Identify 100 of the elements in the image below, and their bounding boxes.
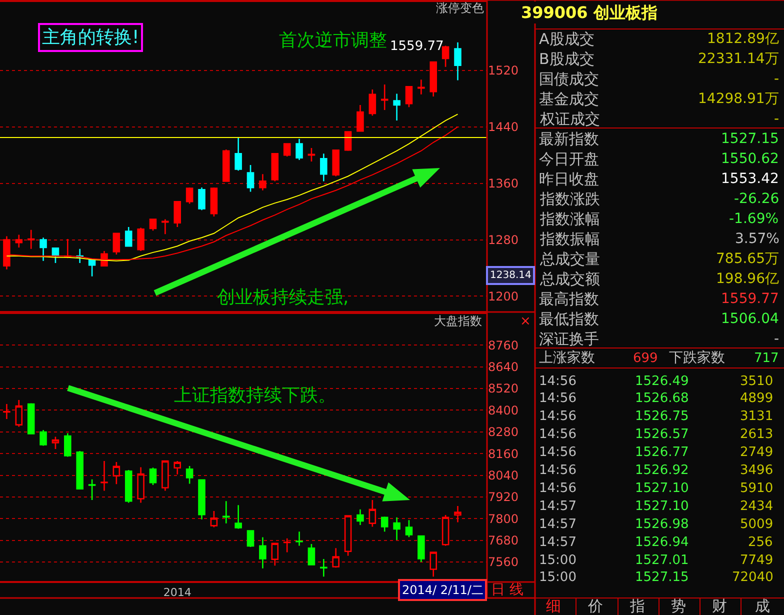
- text: 财: [712, 597, 727, 615]
- text: 价: [587, 597, 603, 615]
- text: 1526.57: [635, 427, 689, 442]
- text: 昨日收盘: [539, 170, 599, 188]
- y-tick-label: 8040: [488, 468, 519, 482]
- text: 细: [546, 597, 561, 615]
- text: 15:00: [539, 570, 576, 585]
- text: 成: [755, 597, 770, 615]
- text: 指数涨幅: [539, 210, 600, 228]
- text: -26.26: [734, 191, 780, 207]
- text: 最低指数: [539, 310, 599, 328]
- text: 1506.04: [721, 311, 779, 327]
- text: 14:56: [539, 445, 576, 460]
- text: 14:56: [539, 463, 576, 478]
- text: 699: [633, 351, 658, 366]
- text: 5910: [740, 481, 774, 496]
- y-tick-label: 1440: [488, 120, 519, 134]
- annotation: 创业板持续走强,: [217, 287, 349, 308]
- text: 深证换手: [539, 330, 599, 348]
- annotation: 上证指数持续下跌。: [174, 385, 336, 406]
- text: 指数振幅: [539, 230, 600, 248]
- text: 基金成交: [539, 90, 599, 108]
- text: 785.65万: [716, 251, 779, 267]
- y-tick-label: 1360: [488, 176, 519, 191]
- text: 2014/ 2/11/二: [402, 583, 484, 597]
- text: -: [774, 71, 780, 87]
- text: 1550.62: [721, 151, 779, 167]
- text: 14:56: [539, 374, 576, 389]
- text: 7749: [740, 553, 774, 568]
- x-tick-label: 2014: [163, 586, 192, 599]
- text: 14:56: [539, 427, 576, 442]
- text: ×: [520, 314, 531, 329]
- text: 1526.49: [635, 374, 689, 389]
- text: 2749: [740, 445, 774, 460]
- text: 14298.91万: [698, 91, 779, 107]
- text: 198.96亿: [716, 271, 779, 287]
- text: 14:56: [539, 391, 576, 406]
- text: 14:57: [539, 499, 576, 514]
- y-tick-label: 8400: [488, 403, 519, 418]
- text: 1527.15: [721, 131, 779, 147]
- text: 3.57%: [735, 231, 780, 247]
- text: 总成交额: [539, 270, 600, 288]
- y-tick-label: 1200: [488, 289, 519, 304]
- text: 日 线: [491, 582, 524, 598]
- y-tick-label: 1280: [488, 232, 519, 247]
- text: 717: [754, 351, 779, 366]
- annotation: 主角的转换!: [42, 27, 140, 48]
- text: 399006 创业板指: [521, 3, 658, 22]
- text: 256: [748, 535, 773, 550]
- text: -1.69%: [729, 211, 779, 227]
- text: 2434: [740, 499, 774, 514]
- text: 2613: [740, 427, 774, 442]
- text: 1526.94: [635, 535, 689, 550]
- text: 势: [671, 597, 686, 615]
- text: 14:56: [539, 409, 576, 424]
- y-tick-label: 8280: [488, 425, 519, 440]
- y-tick-label: 8160: [488, 446, 519, 461]
- text: 14:57: [539, 535, 576, 550]
- text: 1526.98: [635, 517, 689, 532]
- text: 22331.14万: [698, 51, 779, 67]
- text: 1812.89亿: [707, 31, 779, 47]
- y-tick-label: 7680: [488, 534, 519, 548]
- text: 最高指数: [539, 290, 599, 308]
- y-tick-label: 7800: [488, 512, 519, 526]
- text: 72040: [732, 570, 774, 585]
- text: 1526.68: [635, 391, 689, 406]
- text: 14:56: [539, 481, 576, 496]
- text: 5009: [740, 517, 774, 532]
- text: -: [774, 331, 780, 347]
- text: 1527.10: [635, 481, 689, 496]
- text: 1527.01: [635, 553, 689, 568]
- text: -: [774, 111, 780, 127]
- text: 3496: [740, 463, 774, 478]
- y-tick-label: 8760: [488, 338, 519, 352]
- text: 指: [629, 597, 645, 615]
- annotation: 大盘指数: [434, 314, 482, 328]
- text: 15:00: [539, 553, 576, 568]
- text: 指数涨跌: [539, 190, 600, 208]
- text: B股成交: [539, 50, 594, 68]
- text: 3131: [740, 409, 774, 424]
- text: 1238.14: [490, 270, 532, 281]
- y-tick-label: 1520: [488, 64, 519, 78]
- y-tick-label: 7920: [488, 490, 519, 504]
- text: A股成交: [539, 30, 594, 48]
- annotation: 1559.77: [390, 39, 444, 54]
- text: 4899: [740, 391, 774, 406]
- y-tick-label: 8640: [488, 360, 519, 374]
- text: 3510: [740, 374, 774, 389]
- text: 1526.92: [635, 463, 689, 478]
- text: 上涨家数: [539, 350, 595, 366]
- text: 1559.77: [721, 291, 779, 307]
- annotation: 涨停变色: [436, 1, 484, 15]
- text: 下跌家数: [669, 350, 725, 366]
- text: 总成交量: [539, 250, 600, 268]
- text: 最新指数: [539, 130, 599, 148]
- text: 1527.15: [635, 570, 689, 585]
- text: 1526.75: [635, 409, 689, 424]
- text: 权证成交: [539, 110, 600, 128]
- text: 1527.10: [635, 499, 689, 514]
- text: 14:57: [539, 517, 576, 532]
